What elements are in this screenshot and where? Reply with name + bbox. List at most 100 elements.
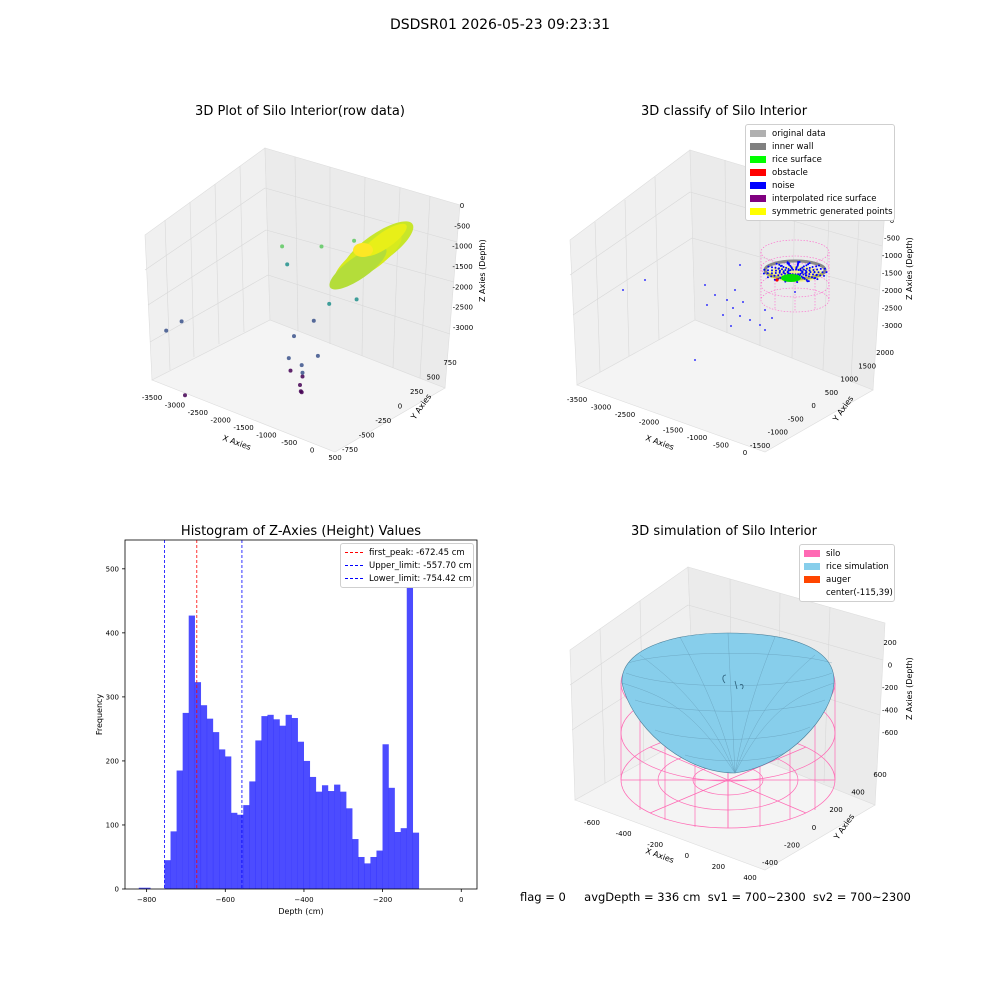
plot2-noise-point [819,274,822,277]
legend-swatch [804,563,820,570]
plot1-point [183,393,187,398]
plot1-points [164,238,359,398]
plot2-noise-point [787,272,790,275]
histogram-bar [376,850,383,889]
plot4-xlabel: X Axies [644,846,675,865]
histogram-bar [237,814,244,889]
plot1-z-tick: -2000 [452,283,472,291]
histogram-bar [370,856,377,889]
plot2-noise-point [778,263,781,266]
plot1-rice-surface [329,221,414,290]
plot2-noise-point [732,307,734,309]
plot2-noise-point [714,294,716,296]
plot2-noise-point [786,261,789,264]
histogram-bar [412,832,420,889]
legend-entry: noise [750,179,890,192]
plot2-noise-point [802,265,805,268]
histogram-x-tick: −400 [294,896,313,904]
plot4-x-tick: -400 [616,830,632,838]
plot1-point [292,334,296,339]
histogram-bar [231,812,238,889]
status-line: flag = 0 avgDepth = 336 cm sv1 = 700~230… [520,890,911,904]
plot4-zlabel: Z Axies (Depth) [905,657,914,720]
histogram-bar [394,832,401,889]
plot2-y-tick: 1500 [858,362,876,370]
plot4-title: 3D simulation of Silo Interior [631,524,817,539]
histogram-bar [334,784,341,889]
histogram-y-tick: 400 [106,629,119,637]
histogram-legend: first_peak: -672.45 cm Upper_limit: -557.… [340,543,474,588]
plot2-noise-point [805,264,808,267]
legend-label: first_peak: -672.45 cm [369,547,465,558]
plot2-noise-point [815,274,818,277]
plot2-noise-point [766,272,769,275]
plot2-noise-point [771,269,773,272]
plot1-x-tick: -500 [281,439,297,447]
plot2-noise-point [823,267,826,270]
plot2-noise-point [767,269,769,272]
plot1-x-tick: -3500 [142,394,162,402]
plot2-noise-point [771,266,773,269]
histogram-bar [170,831,177,889]
plot1-y-tick: 0 [398,403,402,411]
plot2-noise-point [801,276,804,279]
histogram-ylabel: Frequency [95,694,104,736]
histogram-bar [297,741,304,889]
plot2-y-tick: 2000 [876,349,894,357]
plot2-noise-point [739,315,741,317]
plot2-y-tick: 0 [811,402,815,410]
plot2-noise-point [644,279,646,281]
plot2-y-tick: 1000 [840,376,858,384]
plot2-noise-point [812,269,815,271]
plot2-noise-point [774,272,777,274]
histogram-bar [321,785,329,889]
histogram-y-tick: 100 [106,821,119,829]
plot1-z-tick: -1500 [452,263,472,271]
legend-swatch [804,589,820,596]
legend-entry: Lower_limit: -754.42 cm [345,572,471,585]
plot4-z-tick: -200 [882,684,898,692]
plot2-noise-point [782,271,785,274]
plot2-noise-point [795,268,797,271]
legend-line-swatch [345,565,363,566]
legend-swatch [804,550,820,557]
plot4-y-tick: 600 [873,771,886,779]
legend-entry: symmetric generated points [750,205,893,218]
plot2-x-tick: -1500 [663,426,683,434]
plot2-noise-point [726,299,728,301]
histogram-bar [406,556,414,889]
plot1-point [285,262,290,267]
plot1-z-tick: -500 [454,222,470,230]
plot2-noise-point [773,278,776,281]
histogram-bar [188,615,195,889]
histogram-title: Histogram of Z-Axies (Height) Values [180,524,422,539]
plot2-noise-point [622,289,624,291]
legend-line-swatch [345,552,363,553]
plot1-point [300,370,305,375]
plot2-noise-point [808,269,811,272]
plot2-z-tick: -1000 [882,252,902,260]
histogram-x-tick: −800 [137,896,156,904]
plot2-noise-point [774,266,777,269]
plot2-noise-point [815,265,818,268]
legend-label: noise [772,180,795,191]
plot2-noise-point [784,272,786,275]
legend-entry: inner wall [750,140,890,153]
legend-entry: center(-115,39) [804,586,893,599]
plot2-z-tick: -2000 [882,287,902,295]
plot1-y-tick: 500 [427,374,440,382]
histogram-bar [388,787,395,889]
plot4-x-tick: -600 [584,819,600,827]
histogram-bar [352,839,359,889]
histogram-bar [303,760,311,889]
histogram-x-tick: −200 [373,896,392,904]
plot2-noise-point [739,264,741,266]
plot2-x-tick: -500 [713,441,729,449]
plot2-noise-point [817,271,820,274]
plot1-x-tick: 500 [328,454,341,462]
plot2-noise-point [797,268,800,271]
plot1-z-tick: 0 [460,202,464,210]
plot4-x-tick: 0 [685,852,689,860]
plot4-z-tick: 0 [888,662,892,670]
plot1-tick-labels: -3500-3000-2500-2000-1500-1000-5000500-7… [142,202,473,462]
